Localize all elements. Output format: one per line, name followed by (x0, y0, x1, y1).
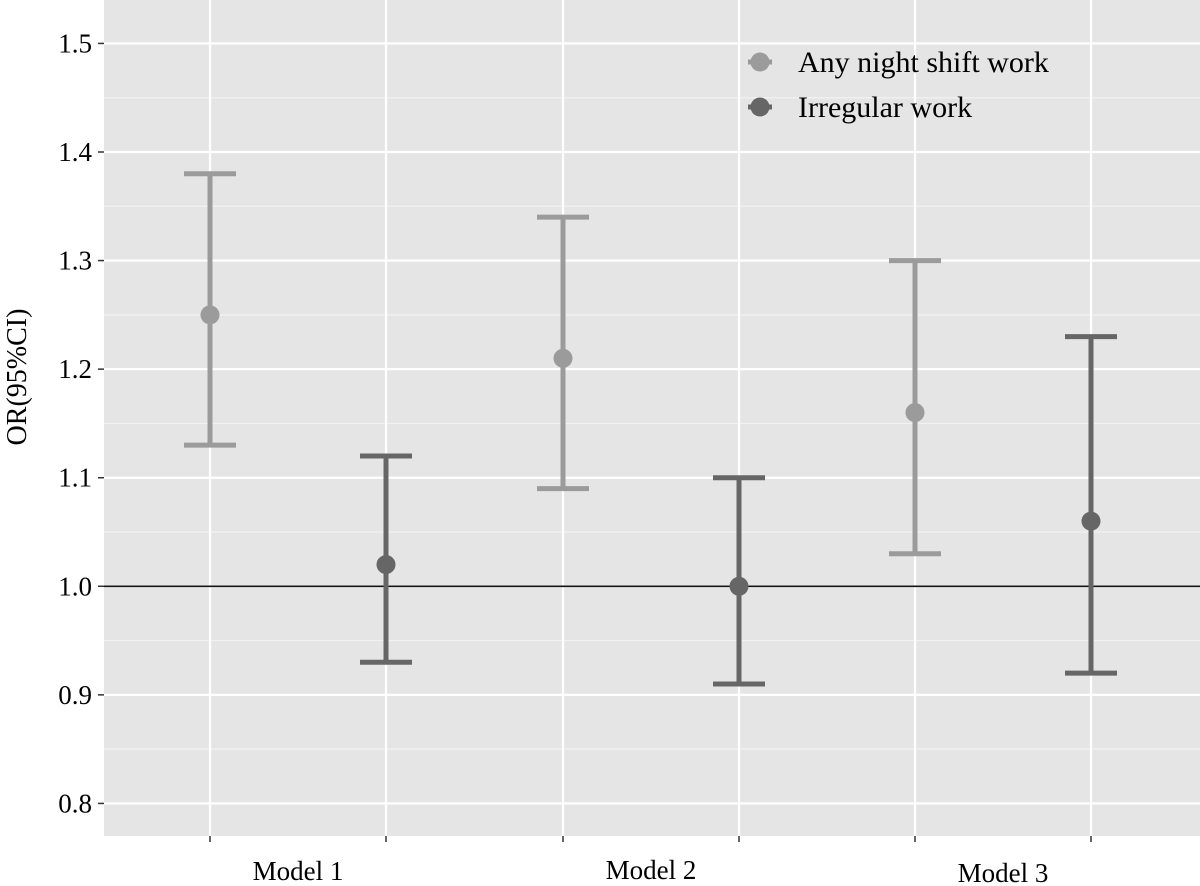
data-point (729, 576, 749, 596)
data-point (1081, 511, 1101, 531)
y-axis-title: OR(95%CI) (2, 309, 33, 446)
y-tick-label: 1.3 (58, 246, 92, 276)
legend: Any night shift work Irregular work (748, 46, 1049, 124)
y-tick-label: 1.2 (58, 354, 92, 384)
legend-label: Irregular work (798, 91, 972, 124)
y-tick-label: 1.1 (58, 463, 92, 493)
y-tick-label: 1.5 (58, 28, 92, 58)
legend-key-point (750, 97, 770, 117)
legend-label: Any night shift work (798, 46, 1049, 79)
data-point (376, 555, 396, 575)
y-tick-label: 0.8 (58, 788, 92, 818)
data-point (553, 348, 573, 368)
y-tick-label: 1.0 (58, 571, 92, 601)
y-tick-label: 1.4 (58, 137, 92, 167)
data-point (905, 403, 925, 423)
y-axis: 0.8 0.9 1.0 1.1 1.2 1.3 1.4 1.5 (58, 28, 104, 818)
x-axis: Model 1 Model 2 Model 3 (209, 836, 1092, 886)
y-tick-label: 0.9 (58, 680, 92, 710)
x-category-label: Model 3 (958, 858, 1049, 886)
grid-minor (104, 97, 1200, 750)
legend-key-point (750, 52, 770, 72)
marks (184, 171, 1117, 687)
data-point (200, 305, 220, 325)
x-category-label: Model 1 (253, 856, 344, 886)
x-category-label: Model 2 (606, 855, 697, 885)
plot-panel (104, 0, 1200, 836)
